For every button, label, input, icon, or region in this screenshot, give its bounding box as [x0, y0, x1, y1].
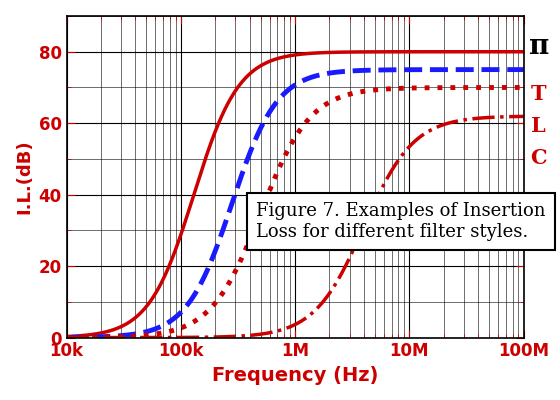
Text: L: L [531, 116, 546, 136]
Y-axis label: I.L.(dB): I.L.(dB) [15, 140, 33, 214]
Text: T: T [531, 84, 547, 104]
Text: π: π [529, 32, 549, 60]
X-axis label: Frequency (Hz): Frequency (Hz) [212, 366, 378, 385]
Text: Figure 7. Examples of Insertion
Loss for different filter styles.: Figure 7. Examples of Insertion Loss for… [256, 202, 546, 241]
Text: C: C [530, 148, 547, 168]
